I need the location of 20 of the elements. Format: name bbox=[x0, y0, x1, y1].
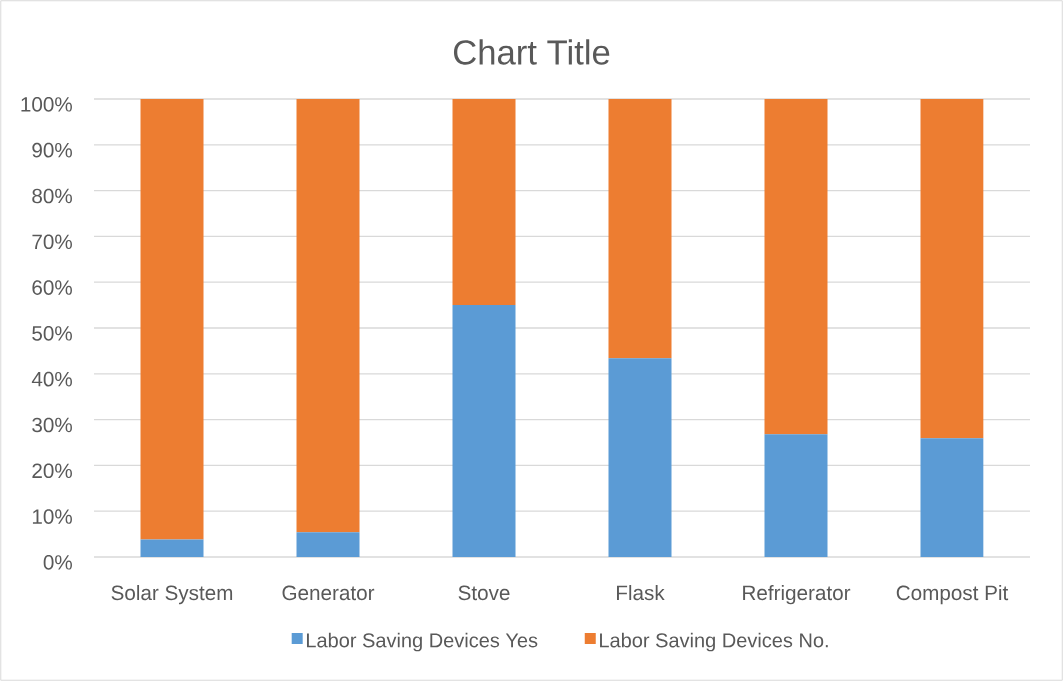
x-tick-label: Generator bbox=[282, 585, 375, 601]
x-tick-label: Stove bbox=[458, 585, 510, 601]
legend-label: Labor Saving Devices No. bbox=[600, 632, 828, 652]
y-tick-label: 100% bbox=[21, 97, 72, 112]
y-tick-label: 30% bbox=[32, 417, 72, 433]
y-tick-label: 90% bbox=[32, 142, 72, 158]
y-tick-label: 0% bbox=[43, 555, 72, 570]
y-tick-label: 60% bbox=[32, 280, 72, 295]
x-tick-label: Compost Pit bbox=[896, 585, 1009, 605]
x-tick-label: Refrigerator bbox=[743, 585, 851, 605]
y-tick-label: 40% bbox=[31, 371, 72, 387]
y-tick-label: 20% bbox=[32, 463, 72, 479]
y-tick-label: 80% bbox=[32, 188, 72, 204]
x-tick-label: Solar System bbox=[111, 585, 233, 605]
y-tick-label: 50% bbox=[32, 326, 72, 341]
x-tick-label: Flask bbox=[617, 585, 665, 601]
y-tick-label: 70% bbox=[32, 234, 72, 250]
y-tick-label: 10% bbox=[32, 509, 72, 524]
chart-title: Chart Title bbox=[453, 39, 610, 65]
legend-label: Labor Saving Devices Yes bbox=[306, 632, 538, 652]
